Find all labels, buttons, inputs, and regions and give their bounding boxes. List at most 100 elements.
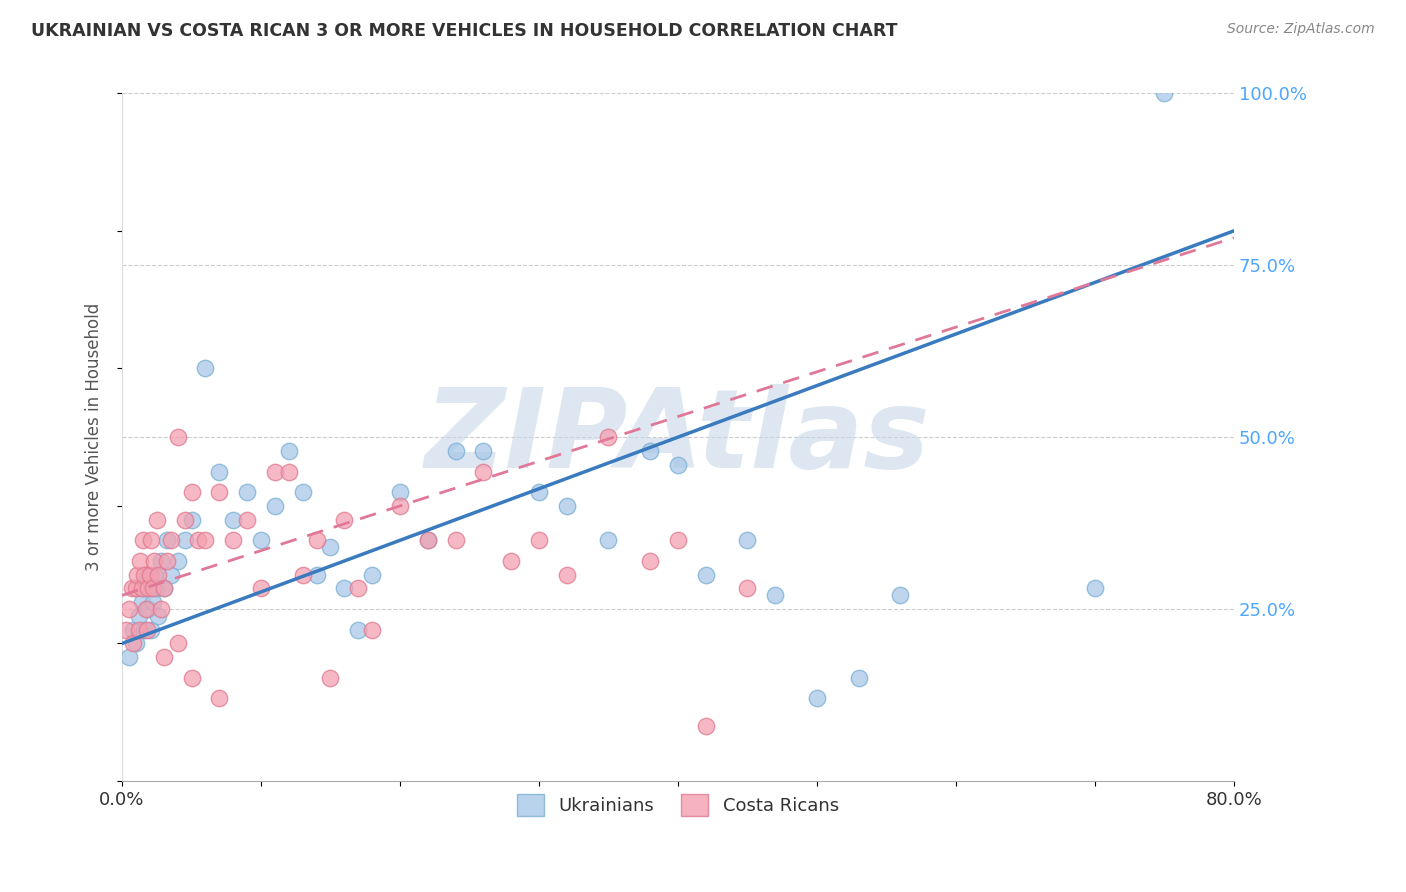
Point xyxy=(127,567,149,582)
Point xyxy=(166,430,188,444)
Point xyxy=(806,691,828,706)
Point xyxy=(131,582,153,596)
Point xyxy=(148,567,170,582)
Point xyxy=(148,609,170,624)
Point xyxy=(159,533,181,548)
Point xyxy=(737,582,759,596)
Point xyxy=(1153,87,1175,101)
Point xyxy=(166,554,188,568)
Point xyxy=(139,567,162,582)
Point xyxy=(598,430,620,444)
Point xyxy=(666,458,689,472)
Point xyxy=(388,499,411,513)
Point xyxy=(291,567,314,582)
Point xyxy=(152,650,174,665)
Point xyxy=(222,513,245,527)
Point xyxy=(472,444,495,458)
Point xyxy=(134,567,156,582)
Point xyxy=(291,485,314,500)
Point xyxy=(143,567,166,582)
Point xyxy=(250,582,273,596)
Point xyxy=(695,719,717,733)
Point xyxy=(125,582,148,596)
Point xyxy=(763,588,786,602)
Point xyxy=(146,582,169,596)
Point xyxy=(555,567,578,582)
Point xyxy=(173,513,195,527)
Point xyxy=(638,444,661,458)
Point xyxy=(638,554,661,568)
Point xyxy=(128,623,150,637)
Point xyxy=(848,671,870,685)
Point xyxy=(118,650,141,665)
Point xyxy=(277,465,299,479)
Point xyxy=(388,485,411,500)
Point xyxy=(333,513,356,527)
Legend: Ukrainians, Costa Ricans: Ukrainians, Costa Ricans xyxy=(510,787,846,823)
Point xyxy=(277,444,299,458)
Point xyxy=(142,595,165,609)
Point xyxy=(527,533,550,548)
Point xyxy=(361,623,384,637)
Point xyxy=(149,602,172,616)
Point xyxy=(208,691,231,706)
Point xyxy=(194,361,217,376)
Point xyxy=(305,533,328,548)
Point xyxy=(152,582,174,596)
Point xyxy=(347,582,370,596)
Point xyxy=(208,465,231,479)
Point xyxy=(264,499,287,513)
Point xyxy=(180,513,202,527)
Point xyxy=(208,485,231,500)
Point xyxy=(155,554,177,568)
Point xyxy=(695,567,717,582)
Point xyxy=(142,582,165,596)
Point xyxy=(139,582,162,596)
Point xyxy=(115,623,138,637)
Point xyxy=(122,636,145,650)
Point xyxy=(319,671,342,685)
Point xyxy=(527,485,550,500)
Point xyxy=(889,588,911,602)
Point xyxy=(264,465,287,479)
Point xyxy=(149,554,172,568)
Point xyxy=(194,533,217,548)
Point xyxy=(152,582,174,596)
Point xyxy=(138,602,160,616)
Point xyxy=(347,623,370,637)
Point xyxy=(136,623,159,637)
Point xyxy=(128,609,150,624)
Point xyxy=(132,582,155,596)
Point xyxy=(555,499,578,513)
Text: Source: ZipAtlas.com: Source: ZipAtlas.com xyxy=(1227,22,1375,37)
Point xyxy=(131,595,153,609)
Point xyxy=(236,513,259,527)
Point xyxy=(159,567,181,582)
Point xyxy=(501,554,523,568)
Point xyxy=(222,533,245,548)
Point xyxy=(125,636,148,650)
Point xyxy=(305,567,328,582)
Point xyxy=(666,533,689,548)
Point xyxy=(250,533,273,548)
Y-axis label: 3 or more Vehicles in Household: 3 or more Vehicles in Household xyxy=(86,303,103,571)
Point xyxy=(444,444,467,458)
Point xyxy=(236,485,259,500)
Point xyxy=(166,636,188,650)
Point xyxy=(1084,582,1107,596)
Point xyxy=(416,533,439,548)
Point xyxy=(121,582,143,596)
Point xyxy=(416,533,439,548)
Point xyxy=(444,533,467,548)
Point xyxy=(129,554,152,568)
Point xyxy=(180,671,202,685)
Point xyxy=(180,485,202,500)
Text: UKRAINIAN VS COSTA RICAN 3 OR MORE VEHICLES IN HOUSEHOLD CORRELATION CHART: UKRAINIAN VS COSTA RICAN 3 OR MORE VEHIC… xyxy=(31,22,897,40)
Point xyxy=(361,567,384,582)
Point xyxy=(141,623,163,637)
Point xyxy=(737,533,759,548)
Point xyxy=(141,533,163,548)
Point xyxy=(135,602,157,616)
Point xyxy=(155,533,177,548)
Point xyxy=(138,582,160,596)
